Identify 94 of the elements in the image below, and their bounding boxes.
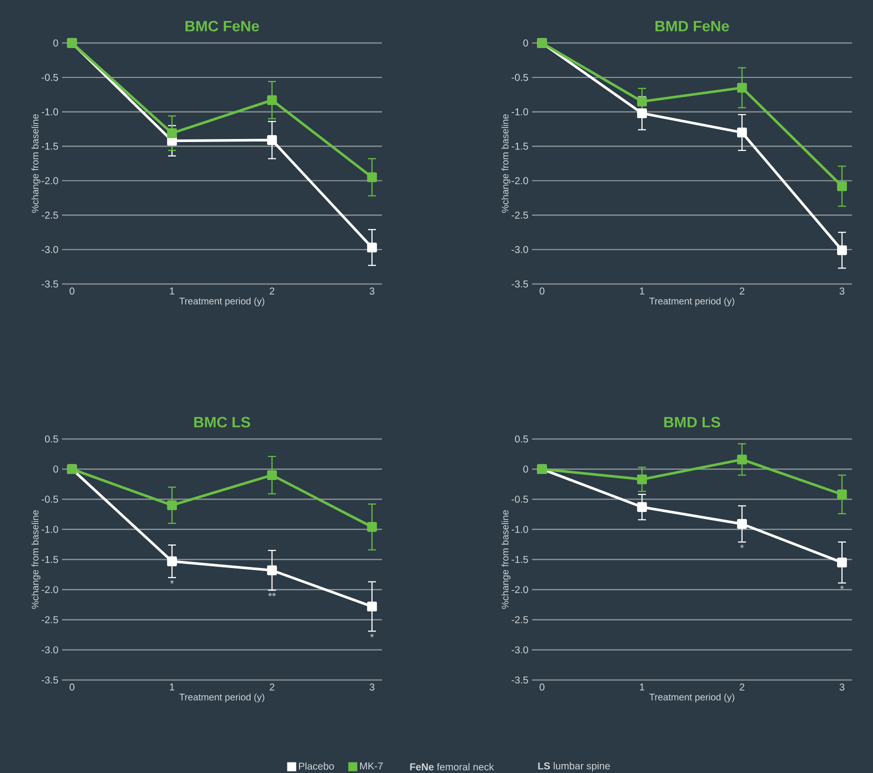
x-tick-label: 1	[170, 684, 174, 690]
point	[167, 128, 177, 138]
y-tick-label: 0	[53, 39, 58, 47]
y-tick-label: -2.0	[512, 586, 528, 594]
y-tick-label: -1.0	[512, 108, 528, 116]
y-tick-label: -3.5	[512, 280, 528, 288]
chart-title: BMD FeNe	[656, 20, 729, 32]
y-tick-label: -3.5	[42, 676, 58, 684]
point	[737, 128, 747, 138]
point	[267, 565, 277, 576]
point	[737, 519, 747, 529]
point	[637, 96, 647, 106]
y-tick-label: -3.0	[512, 646, 528, 654]
y-tick-label: -2.0	[42, 177, 58, 184]
x-axis-title: Treatment period (y)	[649, 693, 734, 702]
y-tick-label: 0	[53, 466, 58, 473]
y-tick-label: -1.0	[42, 526, 58, 533]
x-tick-label: 3	[840, 684, 844, 691]
y-tick-label: -2.5	[512, 212, 528, 219]
point	[837, 245, 847, 256]
chart-title: BMC LS	[194, 416, 250, 428]
y-axis-title: %change from baseline	[32, 114, 40, 213]
point	[267, 470, 277, 480]
point	[837, 181, 847, 192]
point	[267, 135, 277, 145]
y-tick-label: 0.5	[514, 435, 528, 443]
y-tick-label: -3.5	[512, 676, 528, 684]
y-axis-title: %change from baseline	[502, 114, 510, 213]
y-tick-label: -0.5	[42, 74, 58, 81]
point	[267, 95, 277, 106]
point	[737, 454, 747, 464]
x-tick-label: 2	[740, 288, 744, 294]
point	[837, 558, 847, 568]
y-tick-label: 0.5	[44, 435, 58, 443]
point	[367, 242, 377, 252]
y-tick-label: -1.0	[42, 108, 58, 116]
x-axis-title: Treatment period (y)	[179, 693, 264, 702]
y-tick-label: -2.0	[512, 177, 528, 184]
chart-title: BMC FeNe	[186, 20, 259, 32]
point	[367, 172, 377, 182]
x-tick-label: 1	[640, 288, 644, 294]
x-tick-label: 2	[740, 684, 744, 690]
y-tick-label: -1.0	[512, 526, 528, 533]
x-axis-title: Treatment period (y)	[649, 297, 734, 306]
annotation: *	[740, 544, 744, 548]
y-axis-title: %change from baseline	[32, 510, 40, 609]
x-tick-label: 0	[540, 684, 544, 691]
text: FeNe femoral neck	[410, 763, 494, 770]
point	[637, 108, 647, 118]
annotation: *	[170, 580, 174, 584]
x-tick-label: 0	[70, 288, 74, 295]
point	[837, 490, 847, 500]
x-tick-label: 0	[540, 288, 544, 295]
chart-title: BMD LS	[664, 416, 720, 428]
legend-label: MK-7	[360, 762, 383, 770]
point	[637, 474, 647, 484]
y-axis-title: %change from baseline	[502, 510, 510, 609]
y-tick-label: -1.5	[512, 556, 528, 563]
y-tick-label: -0.5	[512, 496, 528, 503]
point	[167, 500, 177, 510]
point	[167, 556, 177, 566]
x-tick-label: 2	[270, 288, 274, 294]
annotation: **	[268, 592, 276, 596]
y-tick-label: -2.5	[42, 212, 58, 219]
y-tick-label: 0	[523, 39, 528, 47]
y-tick-label: -3.0	[42, 646, 58, 654]
x-tick-label: 3	[370, 288, 374, 295]
point	[367, 602, 377, 612]
point	[737, 82, 747, 93]
y-tick-label: -3.5	[42, 280, 58, 288]
y-tick-label: -2.5	[512, 616, 528, 624]
y-tick-label: -3.0	[512, 246, 528, 254]
y-tick-label: -2.0	[42, 586, 58, 594]
x-tick-label: 0	[70, 684, 74, 691]
point	[637, 502, 647, 512]
x-tick-label: 1	[170, 288, 174, 294]
y-tick-label: -1.5	[512, 142, 528, 150]
x-tick-label: 3	[370, 684, 374, 691]
x-tick-label: 1	[640, 684, 644, 690]
x-axis-title: Treatment period (y)	[179, 297, 264, 306]
y-tick-label: 0	[523, 466, 528, 473]
point	[367, 522, 377, 532]
y-tick-label: -2.5	[42, 616, 58, 624]
text: LS lumbar spine	[538, 762, 610, 772]
y-tick-label: -1.5	[42, 142, 58, 150]
x-tick-label: 3	[840, 288, 844, 295]
annotation: *	[840, 586, 844, 590]
y-tick-label: -0.5	[512, 74, 528, 81]
x-tick-label: 2	[270, 684, 274, 690]
y-tick-label: -3.0	[42, 246, 58, 254]
annotation: *	[370, 634, 374, 638]
y-tick-label: -1.5	[42, 556, 58, 563]
legend-label: Placebo	[298, 762, 334, 770]
y-tick-label: -0.5	[42, 496, 58, 503]
